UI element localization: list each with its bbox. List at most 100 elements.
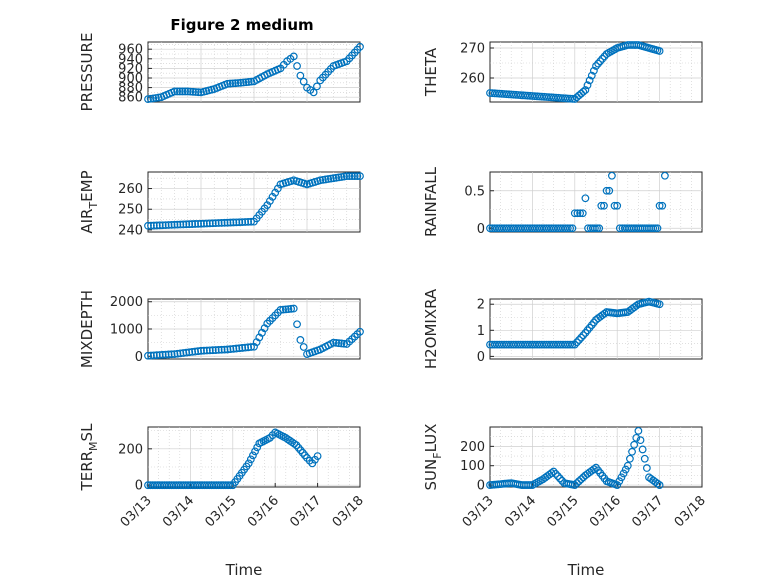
data-point: [596, 57, 605, 66]
data-point: [290, 439, 299, 448]
data-point: [293, 320, 301, 329]
x-tick-label: 03/13: [118, 493, 155, 530]
y-axis-label-text: AIRTEMP: [78, 170, 100, 233]
data-point: [632, 433, 641, 442]
y-axis-label-text: SUNFLUX: [422, 424, 444, 491]
y-tick-label: 0: [135, 350, 143, 365]
data-point: [179, 220, 188, 229]
data-point: [332, 339, 341, 347]
data-point: [242, 78, 250, 87]
data-point: [226, 79, 235, 88]
data-point: [241, 343, 250, 352]
data-point: [226, 345, 235, 354]
data-point: [181, 87, 190, 96]
data-point: [581, 194, 590, 203]
data-point: [200, 219, 208, 228]
data-point: [214, 346, 223, 354]
y-tick-label: 270: [460, 42, 485, 57]
data-point: [655, 481, 664, 489]
data-point: [249, 451, 257, 460]
data-point: [173, 87, 182, 96]
data-point: [149, 351, 158, 360]
data-point: [173, 349, 182, 358]
data-point: [185, 220, 194, 229]
x-tick-label: 03/17: [629, 493, 666, 530]
y-tick-label: 0: [477, 479, 485, 494]
data-point: [553, 472, 562, 481]
data-point: [628, 447, 636, 456]
data-point: [173, 220, 182, 229]
x-tick-label: 03/13: [460, 493, 497, 530]
data-point: [319, 175, 327, 184]
data-point: [214, 219, 223, 227]
data-point: [176, 220, 185, 229]
data-point: [332, 173, 341, 182]
data-point: [296, 71, 305, 80]
data-point: [217, 219, 226, 227]
data-point: [194, 219, 202, 228]
y-axis-label-text: RAINFALL: [422, 166, 440, 237]
data-point: [167, 220, 176, 229]
data-point: [211, 219, 220, 228]
data-point: [191, 220, 200, 228]
data-point: [284, 305, 293, 313]
data-point: [356, 42, 364, 51]
data-point: [630, 440, 639, 449]
y-tick-label: 2000: [110, 295, 143, 310]
data-point: [589, 66, 598, 75]
data-point: [289, 52, 298, 61]
x-tick-label: 03/16: [587, 493, 624, 530]
data-point: [602, 186, 611, 195]
data-point: [205, 219, 214, 228]
data-point: [621, 465, 630, 474]
data-point: [276, 306, 285, 314]
chart-title: Figure 2 medium: [170, 16, 313, 34]
data-point: [313, 82, 321, 91]
data-point: [583, 81, 592, 90]
y-axis-label: H2OMIXRA: [422, 288, 440, 369]
data-point: [147, 351, 155, 360]
data-point: [619, 469, 628, 478]
y-axis-label-text: TERRMSL: [78, 423, 100, 492]
data-point: [615, 477, 624, 486]
data-point: [573, 338, 581, 347]
data-point: [241, 218, 250, 226]
data-point: [244, 459, 253, 468]
data-point: [594, 59, 603, 68]
data-point: [155, 351, 164, 359]
data-point: [158, 221, 167, 230]
data-point: [235, 344, 244, 353]
data-point: [568, 340, 577, 349]
y-tick-label: 860: [118, 91, 143, 106]
data-point: [587, 71, 596, 80]
data-point: [253, 443, 262, 452]
data-point: [600, 201, 608, 210]
data-point: [563, 224, 572, 233]
x-tick-label: 03/18: [330, 493, 367, 530]
data-point: [176, 349, 185, 358]
data-point: [566, 340, 574, 349]
data-point: [251, 447, 259, 456]
y-tick-label: 0.5: [464, 184, 485, 199]
data-point: [223, 79, 232, 88]
data-point: [577, 475, 586, 484]
data-point: [238, 218, 247, 227]
data-point: [313, 452, 322, 460]
data-point: [235, 218, 244, 227]
data-point: [223, 218, 232, 227]
data-point: [197, 346, 205, 355]
data-point: [598, 54, 607, 63]
y-tick-label: 200: [460, 440, 485, 455]
data-point: [279, 305, 288, 314]
data-point: [340, 172, 349, 181]
data-point: [202, 219, 211, 228]
x-tick-label: 03/15: [203, 493, 240, 530]
subplot-8: 0 100 200 03/13 03/14 03/15 03/16 03/17 03/18 SUN…: [422, 424, 709, 579]
data-point: [653, 479, 662, 488]
y-axis-label-text: THETA: [422, 47, 440, 97]
data-point: [191, 88, 200, 96]
data-point: [144, 351, 152, 360]
data-point: [342, 172, 351, 181]
data-point: [570, 481, 579, 489]
y-axis-label: RAINFALL: [422, 166, 440, 237]
